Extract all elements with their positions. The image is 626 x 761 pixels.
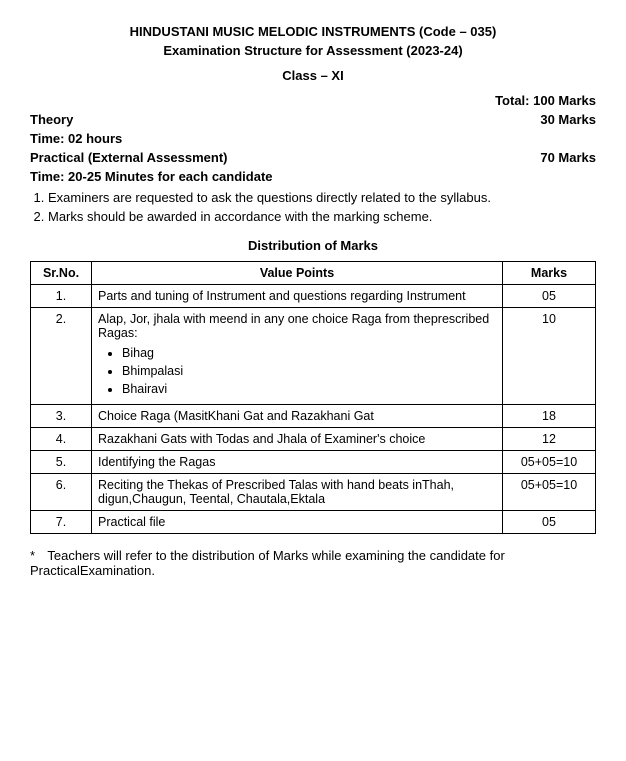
table-row: 7. Practical file 05 bbox=[31, 511, 596, 534]
distribution-title: Distribution of Marks bbox=[30, 238, 596, 253]
table-row: 1. Parts and tuning of Instrument and qu… bbox=[31, 285, 596, 308]
col-header-marks: Marks bbox=[503, 262, 596, 285]
table-row: 2. Alap, Jor, jhala with meend in any on… bbox=[31, 308, 596, 405]
doc-title: HINDUSTANI MUSIC MELODIC INSTRUMENTS (Co… bbox=[30, 24, 596, 39]
list-item: Bihag bbox=[122, 346, 496, 360]
instruction-item: Examiners are requested to ask the quest… bbox=[48, 190, 596, 205]
theory-marks: 30 Marks bbox=[540, 112, 596, 127]
col-header-srno: Sr.No. bbox=[31, 262, 92, 285]
practical-label: Practical (External Assessment) bbox=[30, 150, 228, 165]
footnote: * Teachers will refer to the distributio… bbox=[30, 548, 596, 578]
list-item: Bhimpalasi bbox=[122, 364, 496, 378]
instruction-list: Examiners are requested to ask the quest… bbox=[48, 190, 596, 224]
doc-subtitle: Examination Structure for Assessment (20… bbox=[30, 43, 596, 58]
list-item: Bhairavi bbox=[122, 382, 496, 396]
table-row: 3. Choice Raga (MasitKhani Gat and Razak… bbox=[31, 405, 596, 428]
table-row: 4. Razakhani Gats with Todas and Jhala o… bbox=[31, 428, 596, 451]
total-marks: Total: 100 Marks bbox=[495, 93, 596, 108]
table-row: 6. Reciting the Thekas of Prescribed Tal… bbox=[31, 474, 596, 511]
raga-list: Bihag Bhimpalasi Bhairavi bbox=[122, 346, 496, 396]
practical-time: Time: 20-25 Minutes for each candidate bbox=[30, 169, 596, 184]
asterisk-icon: * bbox=[30, 548, 44, 563]
theory-time: Time: 02 hours bbox=[30, 131, 596, 146]
table-row: 5. Identifying the Ragas 05+05=10 bbox=[31, 451, 596, 474]
instruction-item: Marks should be awarded in accordance wi… bbox=[48, 209, 596, 224]
marks-table: Sr.No. Value Points Marks 1. Parts and t… bbox=[30, 261, 596, 534]
col-header-valuepoints: Value Points bbox=[92, 262, 503, 285]
theory-label: Theory bbox=[30, 112, 73, 127]
practical-marks: 70 Marks bbox=[540, 150, 596, 165]
doc-class: Class – XI bbox=[30, 68, 596, 83]
